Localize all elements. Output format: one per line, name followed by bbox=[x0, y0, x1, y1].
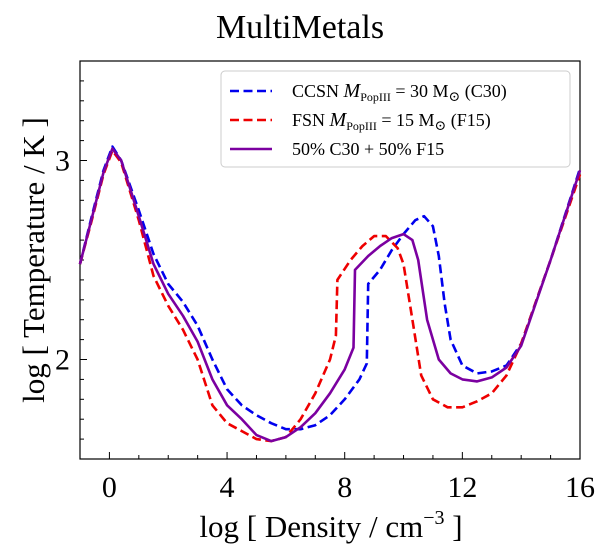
legend-box bbox=[220, 70, 571, 168]
chart-title: MultiMetals bbox=[216, 9, 384, 46]
y-tick-label: 2 bbox=[55, 344, 70, 377]
ticks: 0 4 8 12 16 2 3 bbox=[55, 80, 595, 504]
y-axis-label: log [ Temperature / K ] bbox=[16, 117, 51, 403]
x-tick-label: 4 bbox=[220, 471, 235, 504]
series-line-1 bbox=[78, 145, 582, 431]
series-layer bbox=[78, 145, 582, 443]
legend: CCSN MPopIII = 30 M⊙ (C30) FSN MPopIII = … bbox=[220, 70, 571, 168]
legend-label-3: 50% C30 + 50% F15 bbox=[292, 139, 444, 159]
x-axis-label: log [ Density / cm−3 ] bbox=[199, 507, 462, 544]
plot-area: 0 4 8 12 16 2 3 bbox=[55, 60, 595, 504]
legend-label-2: FSN MPopIII = 15 M⊙ (F15) bbox=[292, 109, 491, 134]
x-axis-label-end: ] bbox=[445, 509, 463, 544]
x-tick-label: 8 bbox=[337, 471, 352, 504]
y-tick-label: 3 bbox=[55, 145, 70, 178]
x-tick-label: 16 bbox=[565, 471, 595, 504]
x-axis-label-main: log [ Density / cm bbox=[199, 509, 423, 544]
x-tick-label: 0 bbox=[102, 471, 117, 504]
series-line-2 bbox=[78, 149, 582, 443]
legend-label-1: CCSN MPopIII = 30 M⊙ (C30) bbox=[292, 80, 507, 105]
x-axis-label-exponent: −3 bbox=[423, 507, 444, 529]
series-line-3 bbox=[78, 147, 582, 443]
x-tick-label: 12 bbox=[447, 471, 477, 504]
